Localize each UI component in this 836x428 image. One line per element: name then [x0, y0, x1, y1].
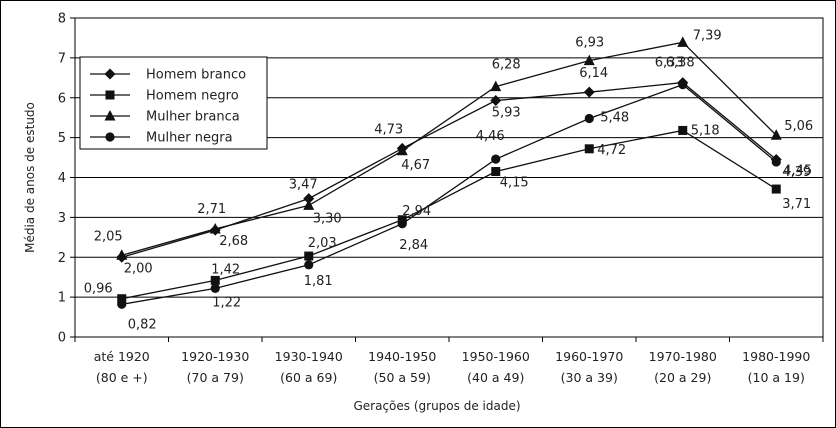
y-tick-label: 7: [58, 51, 66, 66]
series-line-3: [121, 83, 777, 305]
data-label: 0,96: [84, 282, 113, 297]
x-tick-label: até 1920: [94, 349, 150, 364]
data-label: 5,18: [691, 123, 720, 138]
y-tick-label: 6: [58, 91, 66, 106]
legend-label: Homem negro: [146, 89, 239, 104]
legend-label: Homem branco: [146, 68, 246, 83]
data-label: 4,15: [500, 176, 529, 191]
data-label: 0,82: [128, 317, 157, 332]
data-label: 3,71: [782, 197, 811, 212]
data-label: 7,39: [693, 28, 722, 43]
data-label: 6,14: [579, 66, 608, 81]
x-tick-sublabel: (30 a 39): [561, 370, 618, 385]
data-point-3-4: [491, 154, 501, 164]
legend-marker: [104, 110, 116, 121]
data-label: 1,42: [211, 262, 240, 277]
x-tick-sublabel: (40 a 49): [467, 370, 524, 385]
x-tick-label: 1930-1940: [275, 349, 343, 364]
data-point-1-5: [584, 144, 594, 154]
legend-label: Mulher negra: [146, 131, 233, 146]
data-label: 2,71: [197, 202, 226, 217]
x-tick-label: 1920-1930: [181, 349, 249, 364]
data-point-0-4: [490, 95, 502, 107]
data-point-2-1: [209, 222, 221, 234]
legend-marker: [105, 90, 115, 100]
data-point-1-0: [117, 294, 127, 304]
data-label: 4,39: [782, 165, 811, 180]
data-point-2-4: [490, 80, 502, 92]
x-tick-sublabel: (20 a 29): [654, 370, 711, 385]
data-label: 4,72: [597, 143, 626, 158]
data-point-3-2: [304, 260, 314, 270]
x-tick-sublabel: (70 a 79): [187, 370, 244, 385]
data-label: 3,47: [289, 178, 318, 193]
legend-label: Mulher branca: [146, 110, 240, 125]
x-tick-label: 1940-1950: [368, 349, 436, 364]
x-axis-title: Gerações (grupos de idade): [353, 399, 520, 413]
data-label: 2,00: [124, 261, 153, 276]
legend-marker: [104, 68, 116, 80]
y-tick-label: 4: [58, 171, 66, 186]
y-tick-label: 0: [58, 331, 66, 346]
data-point-2-0: [116, 249, 128, 260]
y-tick-label: 5: [58, 131, 66, 146]
data-point-2-6: [677, 36, 689, 47]
x-tick-sublabel: (50 a 59): [374, 370, 431, 385]
x-tick-label: 1970-1980: [649, 349, 717, 364]
legend-marker: [105, 132, 115, 142]
data-label: 4,73: [374, 122, 403, 137]
data-label: 2,03: [308, 236, 337, 251]
data-label: 5,48: [600, 110, 629, 125]
data-label: 5,93: [492, 106, 521, 121]
series-line-2: [121, 41, 777, 256]
data-label: 4,67: [401, 158, 430, 173]
data-point-3-0: [117, 299, 127, 309]
x-tick-label: 1960-1970: [555, 349, 623, 364]
data-point-3-6: [678, 79, 688, 90]
data-point-2-5: [583, 54, 595, 66]
data-point-0-2: [303, 193, 315, 205]
data-label: 2,05: [94, 229, 123, 244]
y-tick-label: 3: [58, 211, 66, 226]
data-point-1-2: [304, 251, 314, 261]
data-label: 2,68: [219, 234, 248, 249]
data-point-2-3: [396, 144, 408, 156]
data-point-1-4: [491, 167, 501, 177]
data-point-1-7: [771, 184, 781, 194]
data-label: 2,84: [399, 238, 428, 253]
data-label: 1,22: [212, 295, 241, 310]
x-tick-sublabel: (80 e +): [96, 370, 148, 385]
data-label: 3,30: [313, 211, 342, 226]
data-label: 6,38: [666, 56, 695, 71]
y-tick-label: 8: [58, 12, 66, 27]
data-label: 6,33: [655, 56, 684, 71]
x-tick-label: 1980-1990: [742, 349, 810, 364]
data-point-2-7: [770, 129, 782, 140]
data-point-3-1: [210, 283, 220, 293]
data-label: 1,81: [304, 274, 333, 289]
data-label: 6,93: [575, 36, 604, 51]
series-line-1: [121, 129, 777, 300]
x-tick-label: 1950-1960: [462, 349, 530, 364]
data-point-0-5: [583, 86, 595, 98]
y-tick-label: 1: [58, 291, 66, 306]
y-axis-title: Média de anos de estudo: [23, 102, 37, 253]
data-point-1-1: [210, 275, 220, 285]
data-point-3-5: [584, 113, 594, 124]
data-label: 2,94: [402, 204, 431, 219]
data-point-2-2: [303, 199, 315, 210]
data-label: 4,45: [783, 164, 812, 179]
data-point-1-6: [678, 125, 688, 135]
data-label: 6,28: [492, 58, 521, 73]
x-tick-sublabel: (10 a 19): [748, 370, 805, 385]
data-label: 4,46: [476, 129, 505, 144]
data-point-3-3: [397, 219, 407, 229]
data-point-3-7: [771, 157, 781, 167]
y-tick-label: 2: [58, 251, 66, 266]
data-label: 5,06: [784, 119, 813, 134]
x-tick-sublabel: (60 a 69): [280, 370, 337, 385]
